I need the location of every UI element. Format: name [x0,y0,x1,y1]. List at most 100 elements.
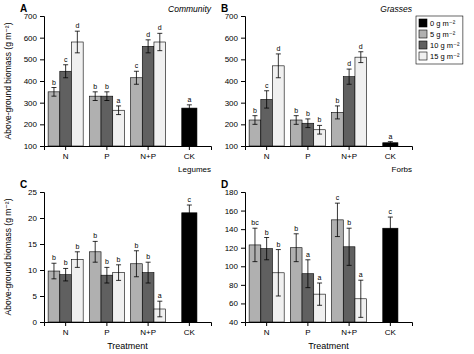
y-tick: 140 [225,225,245,234]
x-axis-line [45,323,212,327]
significance-letter: b [52,254,56,261]
panel: bcbbbaacbac406080100120140160180NPN+PCKD… [221,179,413,351]
y-tick-label: 300 [225,99,239,108]
significance-letter: c [64,56,68,63]
significance-letter: b [335,97,339,104]
y-tick-label: 100 [225,262,239,271]
x-axis: NPN+PCK [246,146,413,161]
bar [60,71,72,146]
bar [383,228,398,322]
x-tick-mark [189,322,190,326]
y-tick-mark [40,192,44,193]
error-bar [146,262,151,283]
legend-label: 15 g m⁻² [430,52,460,61]
panel-label: A [20,3,27,14]
significance-letter: a [359,271,363,278]
y-tick: 300 [225,99,245,108]
significance-letter: d [347,60,351,67]
y-tick: 400 [225,77,245,86]
error-bar [93,241,98,262]
bar [142,46,154,146]
error-bar [104,267,109,283]
y-tick-label: 40 [229,318,238,327]
y-tick-label: 100 [225,142,239,151]
x-tick-label: P [104,328,109,337]
y-axis: 100200300400500600700 [24,12,45,151]
x-axis: NPN+PCK [45,146,212,161]
y-tick: 200 [225,120,245,129]
significance-letter: c [265,82,269,89]
y-tick-mark [40,124,44,125]
y-tick-label: 5 [33,292,38,301]
letter-labels: bbbbbbbbac [52,196,192,299]
x-tick: P [305,146,310,161]
y-tick-label: 500 [225,55,239,64]
bar [101,96,113,146]
y-tick: 0 [33,318,44,327]
x-tick-label: N [264,328,270,337]
x-tick: N [63,322,69,337]
significance-letter: b [134,242,138,249]
x-tick-mark [307,146,308,150]
y-tick-label: 400 [225,77,239,86]
error-bar [63,65,68,78]
error-bar [116,265,121,281]
annotation: Legumes [178,165,211,174]
title: Community [168,4,212,14]
y-tick-label: 140 [225,225,239,234]
significance-letter: b [117,256,121,263]
error-bar [252,116,257,125]
y-tick-label: 160 [225,207,239,216]
x-axis: NPN+PCK [45,322,212,337]
y-tick-mark [40,38,44,39]
y-tick-label: 200 [24,120,38,129]
x-tick-mark [148,146,149,150]
error-bar [294,116,299,125]
error-bar [317,283,322,305]
x-axis-line [246,147,413,151]
x-tick-mark [65,146,66,150]
x-tick-mark [390,146,391,150]
x-tick-mark [390,322,391,326]
y-tick-label: 600 [225,34,239,43]
error-bar [294,234,299,262]
significance-letter: b [93,83,97,90]
x-tick: N+P [140,146,156,161]
significance-letter: b [318,116,322,123]
error-bar [276,250,281,296]
significance-letter: b [306,110,310,117]
y-tick: 60 [229,299,245,308]
bar [113,110,125,146]
y-tick: 100 [225,262,245,271]
y-tick-label: 400 [24,77,38,86]
y-tick-label: 100 [24,142,38,151]
panel-label: B [221,3,228,14]
y-tick-mark [241,81,245,82]
legend-entry: 10 g m⁻² [419,41,460,50]
legend-frame [416,16,463,64]
y-axis-line [40,17,45,147]
x-tick-label: CK [385,152,397,161]
x-tick-mark [189,146,190,150]
y-tick-label: 200 [225,120,239,129]
x-tick-label: N [264,152,270,161]
error-bar [358,52,363,63]
x-tick-label: N [63,328,69,337]
x-tick-mark [266,322,267,326]
error-bar [116,106,121,115]
x-tick: N+P [341,322,357,337]
y-tick-label: 25 [28,188,37,197]
panel-label: C [20,179,27,190]
x-tick-mark [349,146,350,150]
y-tick-label: 60 [229,299,238,308]
significance-letter: d [359,43,363,50]
significance-letter: b [93,232,97,239]
error-bar [75,31,80,53]
x-tick-label: N [63,152,69,161]
significance-letter: a [158,292,162,299]
y-tick-mark [40,244,44,245]
plot-area [48,31,197,146]
y-tick: 120 [225,244,245,253]
y-tick-mark [241,211,245,212]
letter-labels: bcdbbacdda [52,22,191,104]
